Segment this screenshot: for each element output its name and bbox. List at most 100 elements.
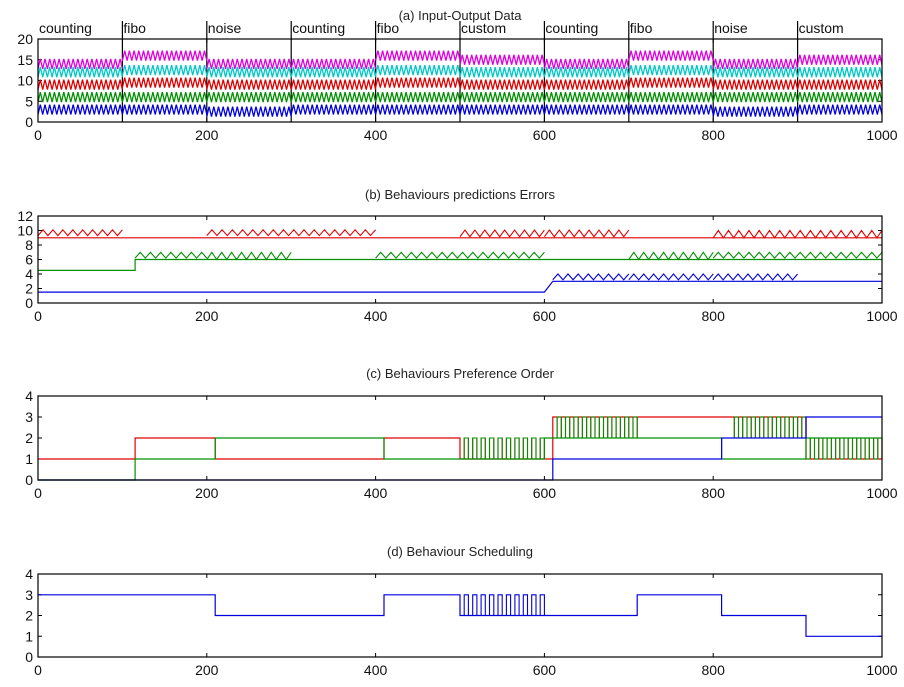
panel-1-series-4-segment-8 [628,91,714,103]
panel-1-series-2-segment-6 [459,67,546,78]
panel-1-segment-label: fibo [377,20,400,36]
panel-1-series-1-segment-1 [37,58,124,70]
panel-1-series-3-segment-1 [37,79,124,90]
panel-1-series-5-segment-2 [121,104,208,115]
panel-1-segment-label: fibo [630,20,653,36]
panel-3-ytick-label: 0 [25,472,33,488]
panel-2-ytick-label: 2 [25,281,33,297]
panel-3-ytick-label: 3 [25,409,33,425]
panel-3-series-2-toggle-2 [552,416,638,439]
panel-1-series-3-segment-4 [290,79,377,90]
panel-1-segment-label: noise [714,20,748,36]
panel-1-series-1-segment-9 [712,58,799,70]
panel-2-xtick-label: 0 [34,308,42,324]
panel-1-series-4-segment-9 [712,91,799,103]
panel-1-series-5-segment-9 [712,106,799,117]
panel-1-series-5-segment-1 [37,104,124,115]
panel-1-segment-label: custom [461,20,506,36]
panel-3-series-2-toggle-3 [730,416,807,439]
panel-2-series-3-burst-3 [712,273,799,281]
panel-1-series-5-segment-10 [796,104,883,115]
panel-1-series-1-segment-5 [374,50,461,61]
panel-2-xtick-label: 600 [533,308,557,324]
panel-4-ytick-label: 1 [25,628,33,644]
panel-1-series-4-segment-5 [374,91,461,103]
panel-4-title: (d) Behaviour Scheduling [387,544,533,559]
panel-1-ytick-label: 5 [25,93,33,109]
panel-2-ytick-label: 8 [25,237,33,253]
panel-1-series-4-segment-3 [206,91,292,103]
panel-1-series-5-segment-4 [290,104,377,115]
panel-2-title: (b) Behaviours predictions Errors [365,187,556,202]
panel-3-ytick-label: 1 [25,451,33,467]
panel-1-series-2-segment-7 [543,67,630,78]
panel-3-xtick-label: 200 [195,485,219,501]
panel-2-series-2-burst-2 [206,251,292,261]
panel-4-ytick-label: 4 [25,566,33,582]
panel-1-segment-label: fibo [123,20,146,36]
panel-1-series-3-segment-9 [712,79,799,90]
panel-1-xtick-label: 200 [195,127,219,143]
panel-1-series-5-segment-8 [628,104,714,115]
panel-1-series-4-segment-10 [796,91,883,103]
panel-2-series-2-burst-3 [375,251,545,259]
panel-1-ytick-label: 20 [17,31,33,47]
panel-1-series-4-segment-4 [290,91,377,103]
panel-4-ytick-label: 3 [25,587,33,603]
panel-3-xtick-label: 1000 [866,485,897,501]
panel-1-series-1-segment-6 [459,54,546,65]
panel-2-xtick-label: 800 [702,308,726,324]
panel-1-series-4-segment-2 [121,91,208,103]
panel-1-series-1-segment-8 [628,50,714,61]
panel-3-title: (c) Behaviours Preference Order [366,366,555,381]
panel-2-xtick-label: 400 [364,308,388,324]
panel-1-series-4-segment-1 [37,91,124,103]
panel-1-series-1-segment-7 [543,58,630,70]
panel-3-xtick-label: 0 [34,485,42,501]
panel-1-series-2-segment-8 [628,64,714,76]
panel-1-series-5-segment-3 [206,106,292,117]
panel-3-xtick-label: 400 [364,485,388,501]
panel-1-segment-label: noise [208,20,242,36]
panel-1-xtick-label: 0 [34,127,42,143]
panel-2-ytick-label: 12 [17,208,33,224]
panel-1-ytick-label: 10 [17,73,33,89]
panel-2-series-2-burst-5 [712,251,883,259]
panel-1-segment-label: counting [292,20,345,36]
panel-2-series-1-burst-3 [459,229,545,238]
panel-1-xtick-label: 1000 [866,127,897,143]
panel-4-ytick-label: 2 [25,608,33,624]
panel-4-ytick-label: 0 [25,649,33,665]
panel-1-ytick-label: 15 [17,52,33,68]
panel-4-xtick-label: 200 [195,662,219,678]
panel-1-series-3-segment-5 [374,77,461,88]
panel-2-series-3-line [38,280,882,293]
panel-1-series-4-segment-6 [459,91,546,103]
panel-1-series-3-segment-3 [206,79,292,90]
panel-2-xtick-label: 1000 [866,308,897,324]
panel-2-ytick-label: 0 [25,295,33,311]
panel-1-series-2-segment-4 [290,67,377,78]
panel-2-ytick-label: 6 [25,252,33,268]
panel-4-xtick-label: 1000 [866,662,897,678]
panel-1-segment-label: custom [799,20,844,36]
panel-1-series-2-segment-2 [121,64,208,76]
panel-1-series-3-segment-6 [459,79,546,90]
panel-2-series-2-line [38,258,882,271]
panel-2-series-1-burst-1 [37,228,123,237]
panel-2-xtick-label: 200 [195,308,219,324]
panel-4-xtick-label: 0 [34,662,42,678]
panel-4-frame [37,573,883,658]
panel-1-series-2-segment-9 [712,67,799,78]
panel-3-xtick-label: 600 [533,485,557,501]
panel-4-series-1-step [38,594,882,637]
panel-2-series-3-burst-2 [628,273,714,281]
panel-1-series-1-segment-3 [206,58,292,70]
panel-3-frame [37,395,883,481]
panel-3-xtick-label: 800 [702,485,726,501]
panel-1-segment-label: counting [545,20,598,36]
panel-2-frame [37,215,883,304]
panel-1-series-3-segment-8 [628,77,714,88]
panel-4-xtick-label: 400 [364,662,388,678]
